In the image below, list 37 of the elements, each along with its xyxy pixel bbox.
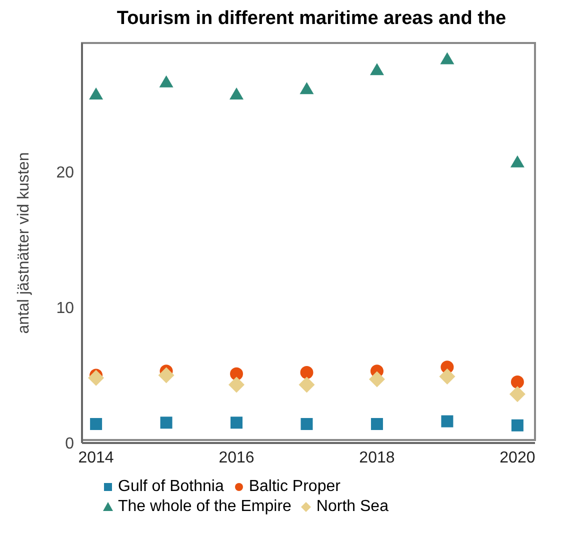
point bbox=[89, 88, 104, 100]
point bbox=[511, 419, 524, 432]
y-axis-title: antal jästnätter vid kusten bbox=[16, 152, 33, 334]
point bbox=[368, 371, 385, 388]
point bbox=[159, 75, 174, 88]
point bbox=[90, 418, 102, 430]
point bbox=[370, 418, 383, 430]
point bbox=[158, 367, 174, 384]
y-tick-label: 10 bbox=[56, 300, 74, 318]
point bbox=[510, 155, 524, 168]
legend-label: Baltic Proper bbox=[248, 478, 340, 496]
x-tick-label: 2020 bbox=[500, 449, 536, 466]
point bbox=[230, 367, 244, 380]
point bbox=[300, 366, 314, 379]
legend-label: The whole of the Empire bbox=[117, 498, 292, 516]
x-tick-label: 2018 bbox=[359, 449, 395, 466]
legend-label: Gulf of Bothnia bbox=[117, 478, 224, 496]
point bbox=[509, 386, 526, 402]
point bbox=[441, 415, 454, 428]
point bbox=[230, 416, 243, 429]
y-tick-label: 0 bbox=[65, 436, 74, 453]
point bbox=[300, 418, 313, 430]
point bbox=[370, 63, 384, 76]
point bbox=[230, 88, 244, 100]
x-tick-label: 2014 bbox=[78, 449, 114, 466]
legend-label: North Sea bbox=[315, 498, 388, 516]
point bbox=[300, 82, 314, 94]
point bbox=[228, 376, 245, 393]
point bbox=[160, 416, 172, 429]
point bbox=[439, 368, 456, 385]
x-tick-label: 2016 bbox=[218, 449, 254, 466]
chart-title: Tourism in different maritime areas and the bbox=[116, 8, 508, 31]
point bbox=[510, 375, 524, 388]
y-tick-label: 20 bbox=[56, 164, 74, 182]
point bbox=[440, 52, 454, 64]
point bbox=[88, 370, 104, 386]
point bbox=[298, 376, 315, 393]
